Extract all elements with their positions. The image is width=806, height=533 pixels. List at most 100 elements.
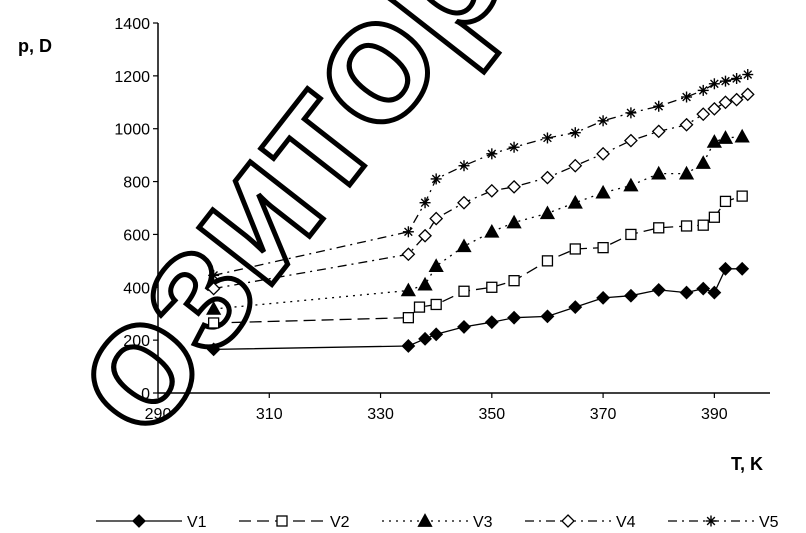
series-v4 (206, 87, 755, 296)
data-point (719, 75, 731, 87)
data-point (696, 281, 711, 296)
data-point (413, 301, 426, 313)
series-line (213, 135, 743, 310)
x-axis-label: T, K (731, 454, 763, 474)
data-point (568, 300, 583, 315)
legend-item-v1: V1 (96, 514, 207, 531)
legend-label: V5 (759, 514, 779, 531)
data-point (206, 281, 221, 296)
data-point (623, 177, 639, 192)
data-point (430, 298, 442, 311)
y-tick-label: 600 (123, 227, 150, 244)
data-point (679, 285, 694, 300)
data-point (567, 194, 583, 209)
data-point (568, 158, 583, 173)
data-point (736, 190, 748, 202)
y-tick-label: 800 (123, 175, 150, 192)
legend-item-v5: V5 (668, 514, 779, 531)
data-point (541, 255, 554, 267)
data-point (541, 132, 553, 144)
legend-label: V1 (187, 514, 207, 531)
data-point (623, 133, 638, 148)
data-point (680, 220, 693, 232)
data-point (697, 84, 709, 96)
data-point (678, 165, 695, 180)
data-point (707, 285, 722, 300)
data-point (625, 228, 637, 241)
data-point (719, 195, 732, 208)
data-point (429, 327, 444, 342)
data-point (276, 515, 288, 527)
data-point (596, 146, 611, 161)
data-point (508, 141, 520, 153)
data-point (486, 281, 498, 293)
data-point (718, 95, 733, 110)
y-tick-label: 400 (123, 280, 150, 297)
data-point (457, 320, 471, 334)
data-point (679, 117, 694, 132)
series-group (206, 69, 755, 357)
watermark-text: озитор (23, 0, 544, 468)
data-point (508, 275, 520, 287)
data-point (729, 92, 744, 107)
x-tick-label: 390 (701, 406, 728, 423)
series-v3 (206, 128, 750, 315)
y-tick-label: 200 (123, 333, 150, 350)
legend-label: V3 (473, 514, 493, 531)
data-point (697, 219, 709, 231)
data-point (484, 223, 500, 238)
x-tick-label: 310 (256, 406, 283, 423)
legend: V1 V2 V3 V4 V5 (96, 513, 779, 531)
data-point (651, 165, 667, 180)
data-point (707, 101, 722, 116)
data-point (595, 184, 611, 199)
data-point (717, 130, 734, 144)
y-tick-label: 1000 (114, 122, 150, 139)
data-point (208, 269, 220, 281)
data-point (740, 87, 755, 102)
data-point (653, 100, 665, 112)
data-point (400, 282, 416, 297)
data-point (430, 173, 442, 185)
data-point (417, 276, 433, 291)
data-point (417, 513, 433, 527)
data-point (419, 197, 431, 209)
legend-item-v4: V4 (525, 514, 636, 531)
x-tick-label: 370 (590, 406, 617, 423)
data-point (206, 342, 221, 357)
data-point (402, 226, 414, 238)
data-point (484, 315, 499, 330)
data-point (597, 241, 609, 254)
watermark: озитор (20, 0, 546, 471)
data-point (458, 285, 470, 297)
series-line (213, 73, 748, 277)
data-point (651, 283, 666, 297)
data-point (569, 243, 581, 255)
data-point (706, 134, 722, 148)
data-point (418, 331, 432, 346)
data-point (681, 91, 693, 103)
y-axis-label: p, D (18, 36, 52, 56)
data-point (418, 228, 432, 243)
y-tick-label: 1200 (114, 69, 150, 86)
data-point (486, 148, 498, 160)
data-point (457, 195, 471, 210)
x-tick-label: 350 (478, 406, 505, 423)
legend-item-v2: V2 (239, 514, 350, 531)
x-tick-label: 290 (145, 406, 172, 423)
data-point (569, 127, 581, 139)
data-point (507, 310, 521, 325)
data-point (132, 514, 146, 528)
data-point (539, 205, 556, 220)
data-point (402, 312, 415, 324)
data-point (456, 238, 472, 253)
y-tick-label: 0 (141, 386, 150, 403)
data-point (625, 107, 637, 119)
x-tick-label: 330 (367, 406, 394, 423)
data-point (651, 124, 666, 139)
data-point (696, 107, 711, 122)
legend-label: V4 (616, 514, 636, 531)
data-point (207, 317, 220, 329)
data-point (731, 73, 743, 84)
